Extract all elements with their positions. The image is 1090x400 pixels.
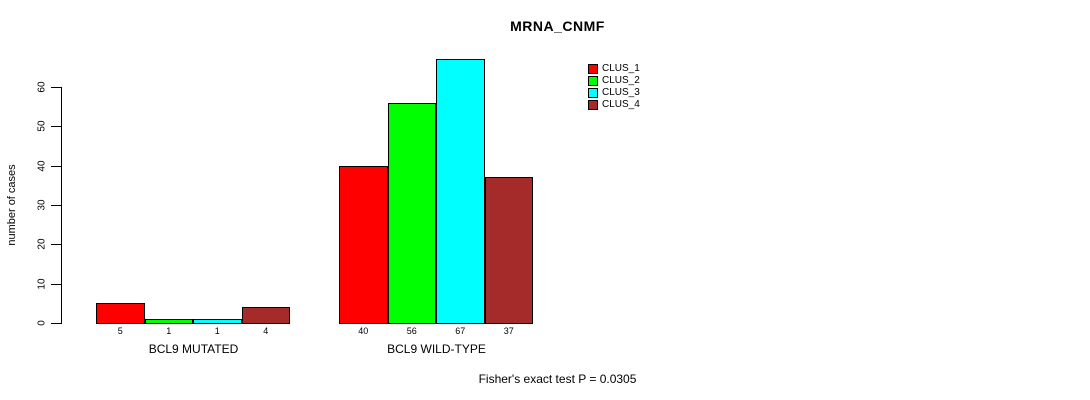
x-category-label-wildtype: BCL9 WILD-TYPE bbox=[387, 342, 486, 356]
bar-value-label: 4 bbox=[263, 326, 269, 336]
y-tick-label: 20 bbox=[36, 238, 48, 250]
bar-value-label: 1 bbox=[214, 326, 220, 336]
bar-clus2-wildtype bbox=[387, 102, 436, 324]
y-tick-label: 40 bbox=[36, 160, 48, 172]
y-tick-mark bbox=[51, 283, 61, 285]
bar-clus1-mutated bbox=[96, 303, 145, 324]
legend-label: CLUS_1 bbox=[602, 63, 640, 74]
legend: CLUS_1 CLUS_2 CLUS_3 CLUS_4 bbox=[588, 63, 640, 111]
legend-swatch-clus2 bbox=[588, 76, 598, 86]
legend-swatch-clus4 bbox=[588, 100, 598, 110]
bar-value-label: 67 bbox=[455, 326, 466, 336]
bar-value-label: 5 bbox=[117, 326, 123, 336]
y-tick-label: 10 bbox=[36, 278, 48, 290]
bar-clus3-mutated bbox=[193, 319, 242, 324]
bar-clus4-mutated bbox=[241, 307, 290, 324]
y-tick-label: 50 bbox=[36, 120, 48, 132]
y-axis-line bbox=[61, 87, 62, 324]
legend-item-clus1: CLUS_1 bbox=[588, 63, 640, 75]
bar-clus2-mutated bbox=[144, 319, 193, 324]
y-tick-mark bbox=[51, 323, 61, 324]
bar-value-label: 40 bbox=[358, 326, 369, 336]
bar-clus4-wildtype bbox=[484, 177, 533, 324]
x-category-label-mutated: BCL9 MUTATED bbox=[148, 342, 239, 356]
y-tick-label: 30 bbox=[36, 199, 48, 211]
legend-swatch-clus1 bbox=[588, 64, 598, 74]
y-tick-mark bbox=[51, 244, 61, 246]
bar-clus3-wildtype bbox=[436, 59, 485, 324]
bar-clus1-wildtype bbox=[339, 165, 388, 324]
legend-item-clus4: CLUS_4 bbox=[588, 99, 640, 111]
bar-value-label: 56 bbox=[406, 326, 417, 336]
bar-value-label: 37 bbox=[503, 326, 514, 336]
legend-label: CLUS_3 bbox=[602, 87, 640, 98]
legend-item-clus3: CLUS_3 bbox=[588, 87, 640, 99]
legend-label: CLUS_4 bbox=[602, 99, 640, 110]
legend-swatch-clus3 bbox=[588, 88, 598, 98]
bar-value-label: 1 bbox=[166, 326, 172, 336]
y-axis-label: number of cases bbox=[6, 164, 18, 246]
y-tick-mark bbox=[51, 204, 61, 206]
legend-item-clus2: CLUS_2 bbox=[588, 75, 640, 87]
y-tick-mark bbox=[51, 126, 61, 128]
legend-label: CLUS_2 bbox=[602, 75, 640, 86]
y-tick-mark bbox=[51, 86, 61, 88]
y-tick-label: 60 bbox=[36, 81, 48, 93]
chart-title: MRNA_CNMF bbox=[510, 18, 605, 34]
y-tick-mark bbox=[51, 165, 61, 167]
y-tick-label: 0 bbox=[36, 320, 48, 326]
fisher-test-annotation: Fisher's exact test P = 0.0305 bbox=[478, 372, 637, 386]
